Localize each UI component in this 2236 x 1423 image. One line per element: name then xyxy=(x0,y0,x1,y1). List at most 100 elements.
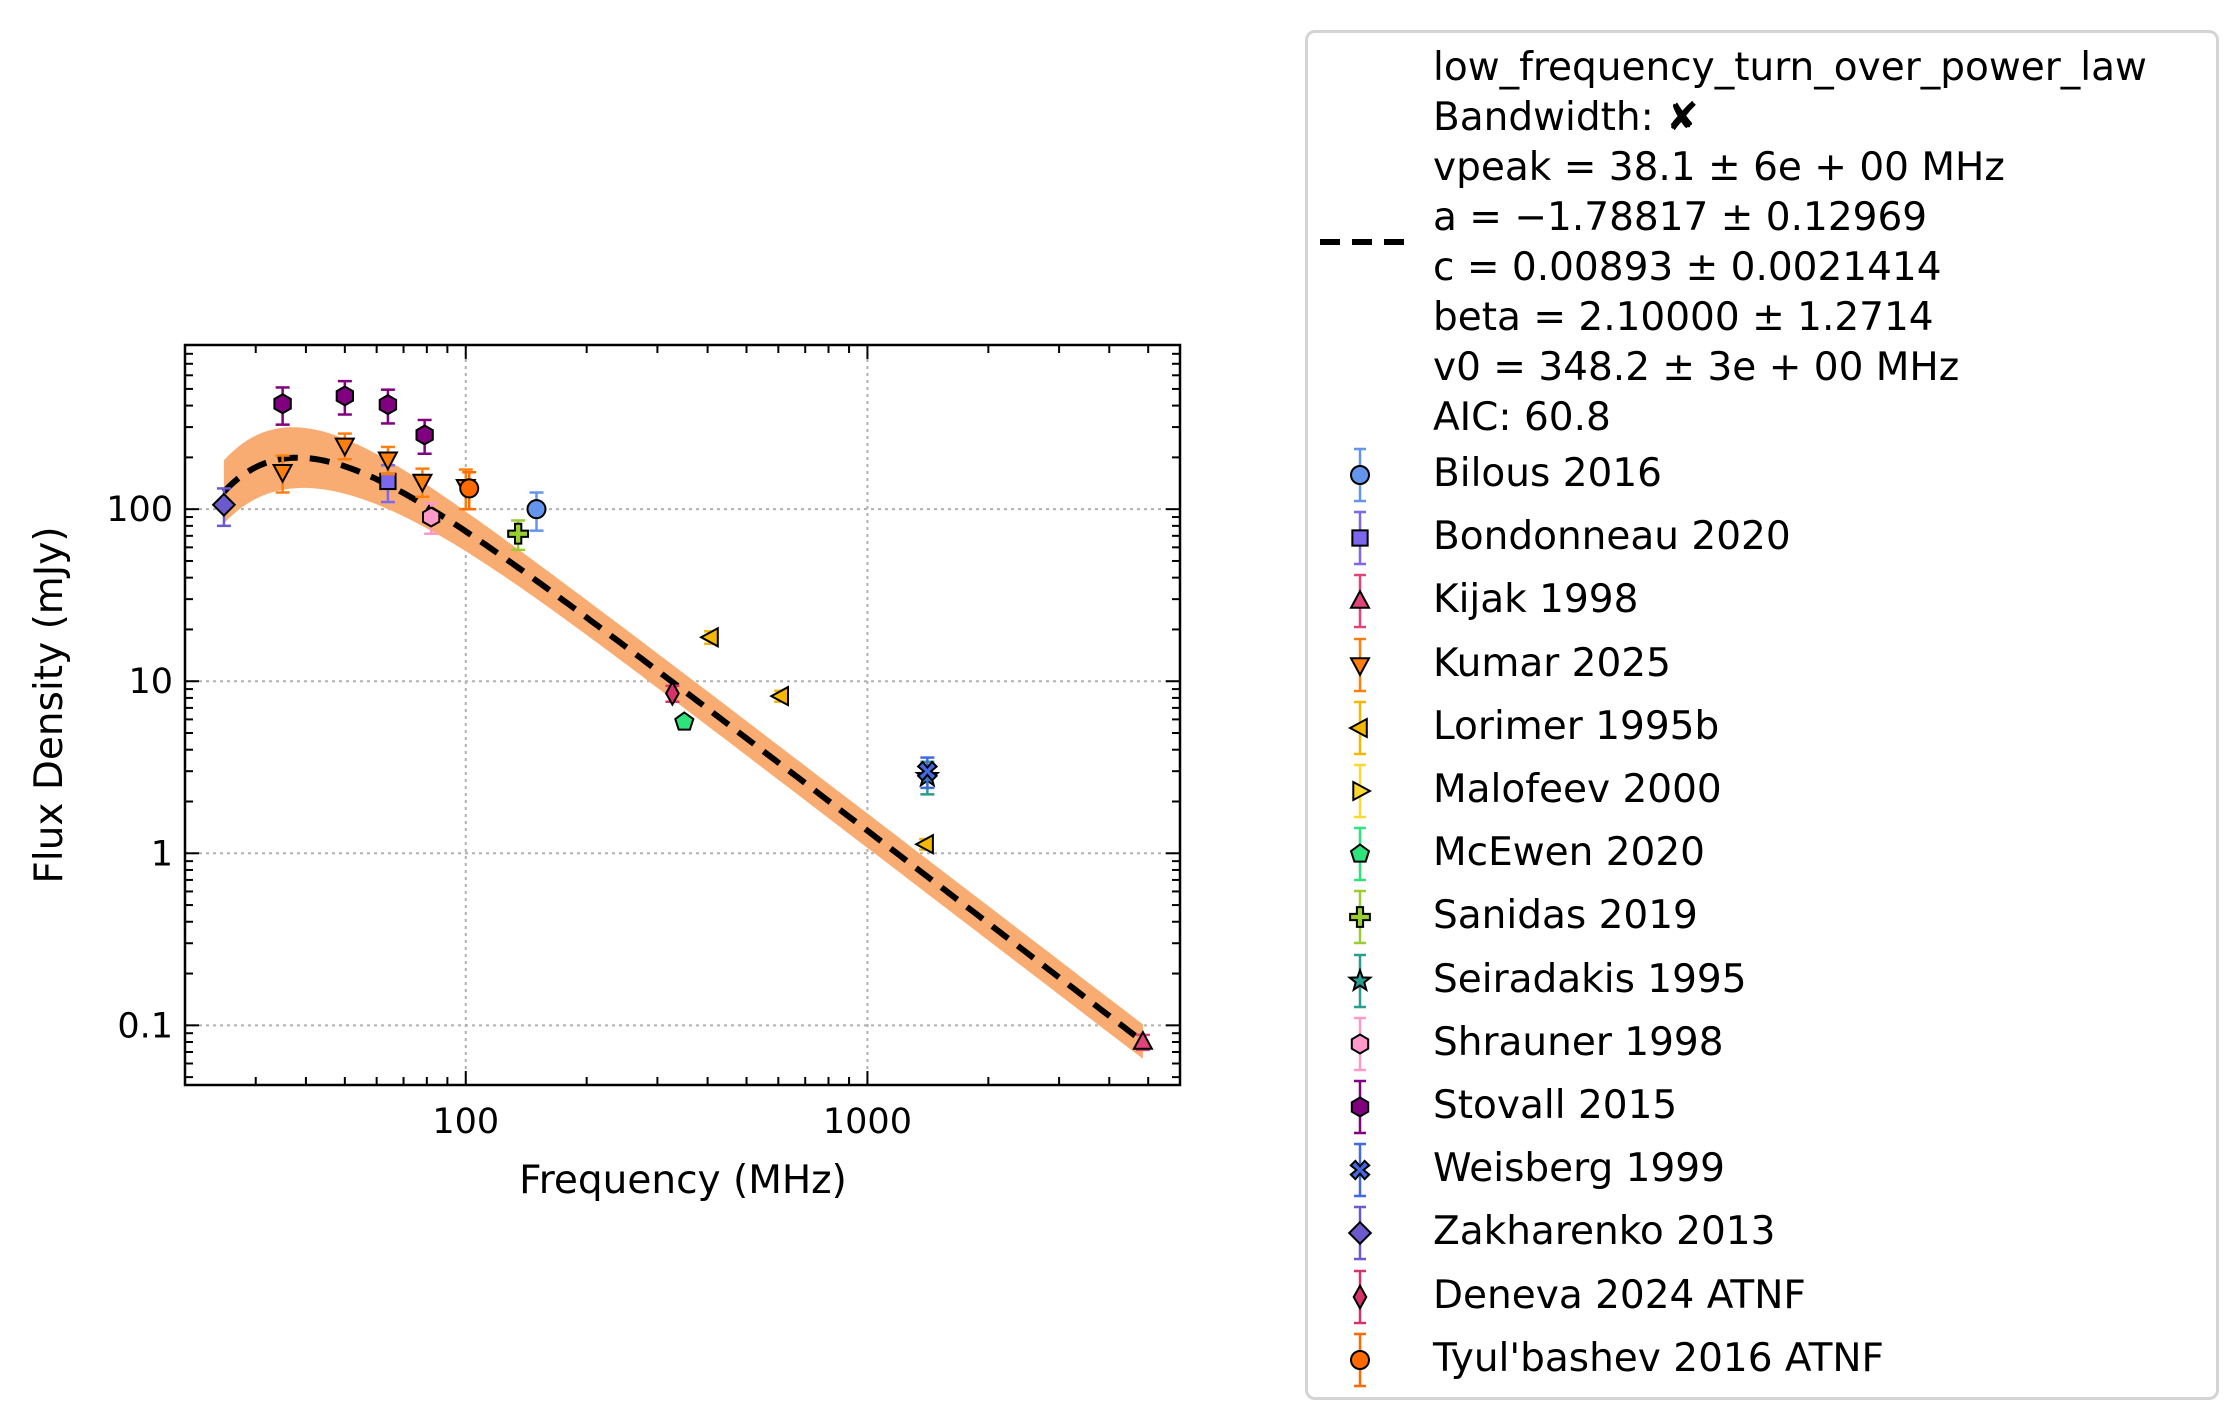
y-tick-label: 100 xyxy=(106,490,173,530)
data-point xyxy=(378,388,398,425)
legend-label: Shrauner 1998 xyxy=(1433,1019,1724,1065)
legend-symbol xyxy=(1347,1221,1373,1246)
legend-symbol xyxy=(1346,966,1374,992)
legend-marker xyxy=(1350,1332,1370,1388)
data-point xyxy=(526,491,547,532)
legend-label: Stovall 2015 xyxy=(1433,1083,1678,1128)
legend-entry: Kijak 1998 xyxy=(1308,571,2208,633)
legend-label: Sanidas 2019 xyxy=(1433,893,1698,939)
legend-entry: Lorimer 1995b xyxy=(1308,698,2208,760)
legend-marker xyxy=(1347,1206,1373,1261)
marker xyxy=(769,685,789,707)
fit-beta: beta = 2.10000 ± 1.2714 xyxy=(1433,295,1934,340)
marker xyxy=(916,760,939,782)
data-point xyxy=(674,711,695,731)
legend-entry: Seiradakis 1995 xyxy=(1308,951,2208,1013)
legend-marker xyxy=(1346,953,1374,1008)
legend-entry: Kumar 2025 xyxy=(1308,635,2208,697)
marker xyxy=(664,680,680,707)
fit-line-sample xyxy=(1320,239,1412,245)
legend-label: Kijak 1998 xyxy=(1433,577,1639,623)
legend-label: Deneva 2024 ATNF xyxy=(1433,1272,1806,1318)
legend-entry: Deneva 2024 ATNF xyxy=(1308,1267,2208,1329)
data-point xyxy=(335,379,354,416)
legend-symbol xyxy=(1349,906,1371,929)
legend-entry: Sanidas 2019 xyxy=(1308,887,2208,949)
legend-label: Bilous 2016 xyxy=(1433,451,1662,496)
data-points xyxy=(211,379,1154,1052)
legend-marker xyxy=(1349,1142,1371,1198)
data-point xyxy=(411,467,434,499)
fit-curve xyxy=(221,454,1145,1044)
x-tick-label: 100 xyxy=(432,1102,499,1142)
data-point xyxy=(377,445,399,476)
fit-aic: AIC: 60.8 xyxy=(1433,395,1611,440)
legend-marker xyxy=(1350,447,1370,503)
legend-label: Seiradakis 1995 xyxy=(1433,956,1747,1002)
marker xyxy=(526,499,547,520)
data-point xyxy=(769,685,789,707)
legend-entry: Zakharenko 2013 xyxy=(1308,1203,2208,1265)
legend-symbol xyxy=(1350,1033,1370,1055)
legend-symbol xyxy=(1351,529,1369,547)
data-point xyxy=(1132,1029,1154,1052)
legend-symbol xyxy=(1350,1349,1370,1370)
legend-marker xyxy=(1349,637,1371,692)
legend-label: Malofeev 2000 xyxy=(1433,767,1722,812)
x-tick-label: 1000 xyxy=(823,1102,912,1142)
legend-entry: Shrauner 1998 xyxy=(1308,1014,2208,1076)
fit-c: c = 0.00893 ± 0.0021414 xyxy=(1433,245,1942,290)
marker xyxy=(411,473,434,494)
marker xyxy=(914,833,934,855)
legend-marker xyxy=(1352,763,1372,819)
legend-symbol xyxy=(1349,843,1371,863)
marker xyxy=(271,464,294,484)
y-tick-label: 1 xyxy=(151,834,173,874)
legend-entry: Stovall 2015 xyxy=(1308,1077,2208,1139)
marker xyxy=(507,522,529,545)
marker xyxy=(211,492,237,518)
x-axis-label: Frequency (MHz) xyxy=(519,1158,847,1203)
marker xyxy=(459,478,480,499)
axes-frame xyxy=(183,343,1182,1087)
legend-symbol xyxy=(1349,589,1371,610)
legend-label: McEwen 2020 xyxy=(1433,830,1705,876)
data-point xyxy=(273,386,292,426)
legend-label: Bondonneau 2020 xyxy=(1433,514,1791,560)
fit-vpeak: vpeak = 38.1 ± 6e + 00 MHz xyxy=(1433,145,2005,190)
legend-marker xyxy=(1349,826,1371,882)
legend-symbol xyxy=(1352,780,1372,802)
data-point xyxy=(271,454,294,494)
legend-symbol xyxy=(1350,1096,1370,1118)
legend-marker xyxy=(1349,574,1371,629)
fit-model-name: low_frequency_turn_over_power_law xyxy=(1433,45,2147,90)
fit-line xyxy=(221,454,1145,1044)
legend-marker xyxy=(1350,1079,1370,1135)
legend-label: Kumar 2025 xyxy=(1433,640,1671,686)
marker xyxy=(334,437,356,458)
data-point xyxy=(698,626,719,648)
legend-label: Lorimer 1995b xyxy=(1433,703,1720,749)
y-tick-label: 10 xyxy=(128,662,173,702)
marker xyxy=(377,451,399,472)
legend-entry: Tyul'bashev 2016 ATNF xyxy=(1308,1330,2208,1392)
legend-label: Tyul'bashev 2016 ATNF xyxy=(1433,1335,1884,1381)
marker xyxy=(378,394,398,416)
data-point xyxy=(211,487,237,528)
marker xyxy=(415,424,434,446)
fit-bandwidth: Bandwidth: ✘ xyxy=(1433,95,1699,140)
legend-symbol xyxy=(1349,656,1371,677)
fit-summary: low_frequency_turn_over_power_law Bandwi… xyxy=(1433,43,2147,443)
legend-label: Zakharenko 2013 xyxy=(1433,1209,1776,1255)
legend-symbol xyxy=(1352,1283,1368,1310)
data-point xyxy=(507,519,529,552)
legend-symbol xyxy=(1349,1159,1371,1181)
marker xyxy=(273,393,292,415)
marker xyxy=(674,711,695,731)
data-point xyxy=(916,756,939,790)
y-axis-label: Flux Density (mJy) xyxy=(27,526,72,883)
legend-marker xyxy=(1352,1269,1368,1324)
data-point xyxy=(422,502,441,535)
legend-entry: McEwen 2020 xyxy=(1308,824,2208,886)
